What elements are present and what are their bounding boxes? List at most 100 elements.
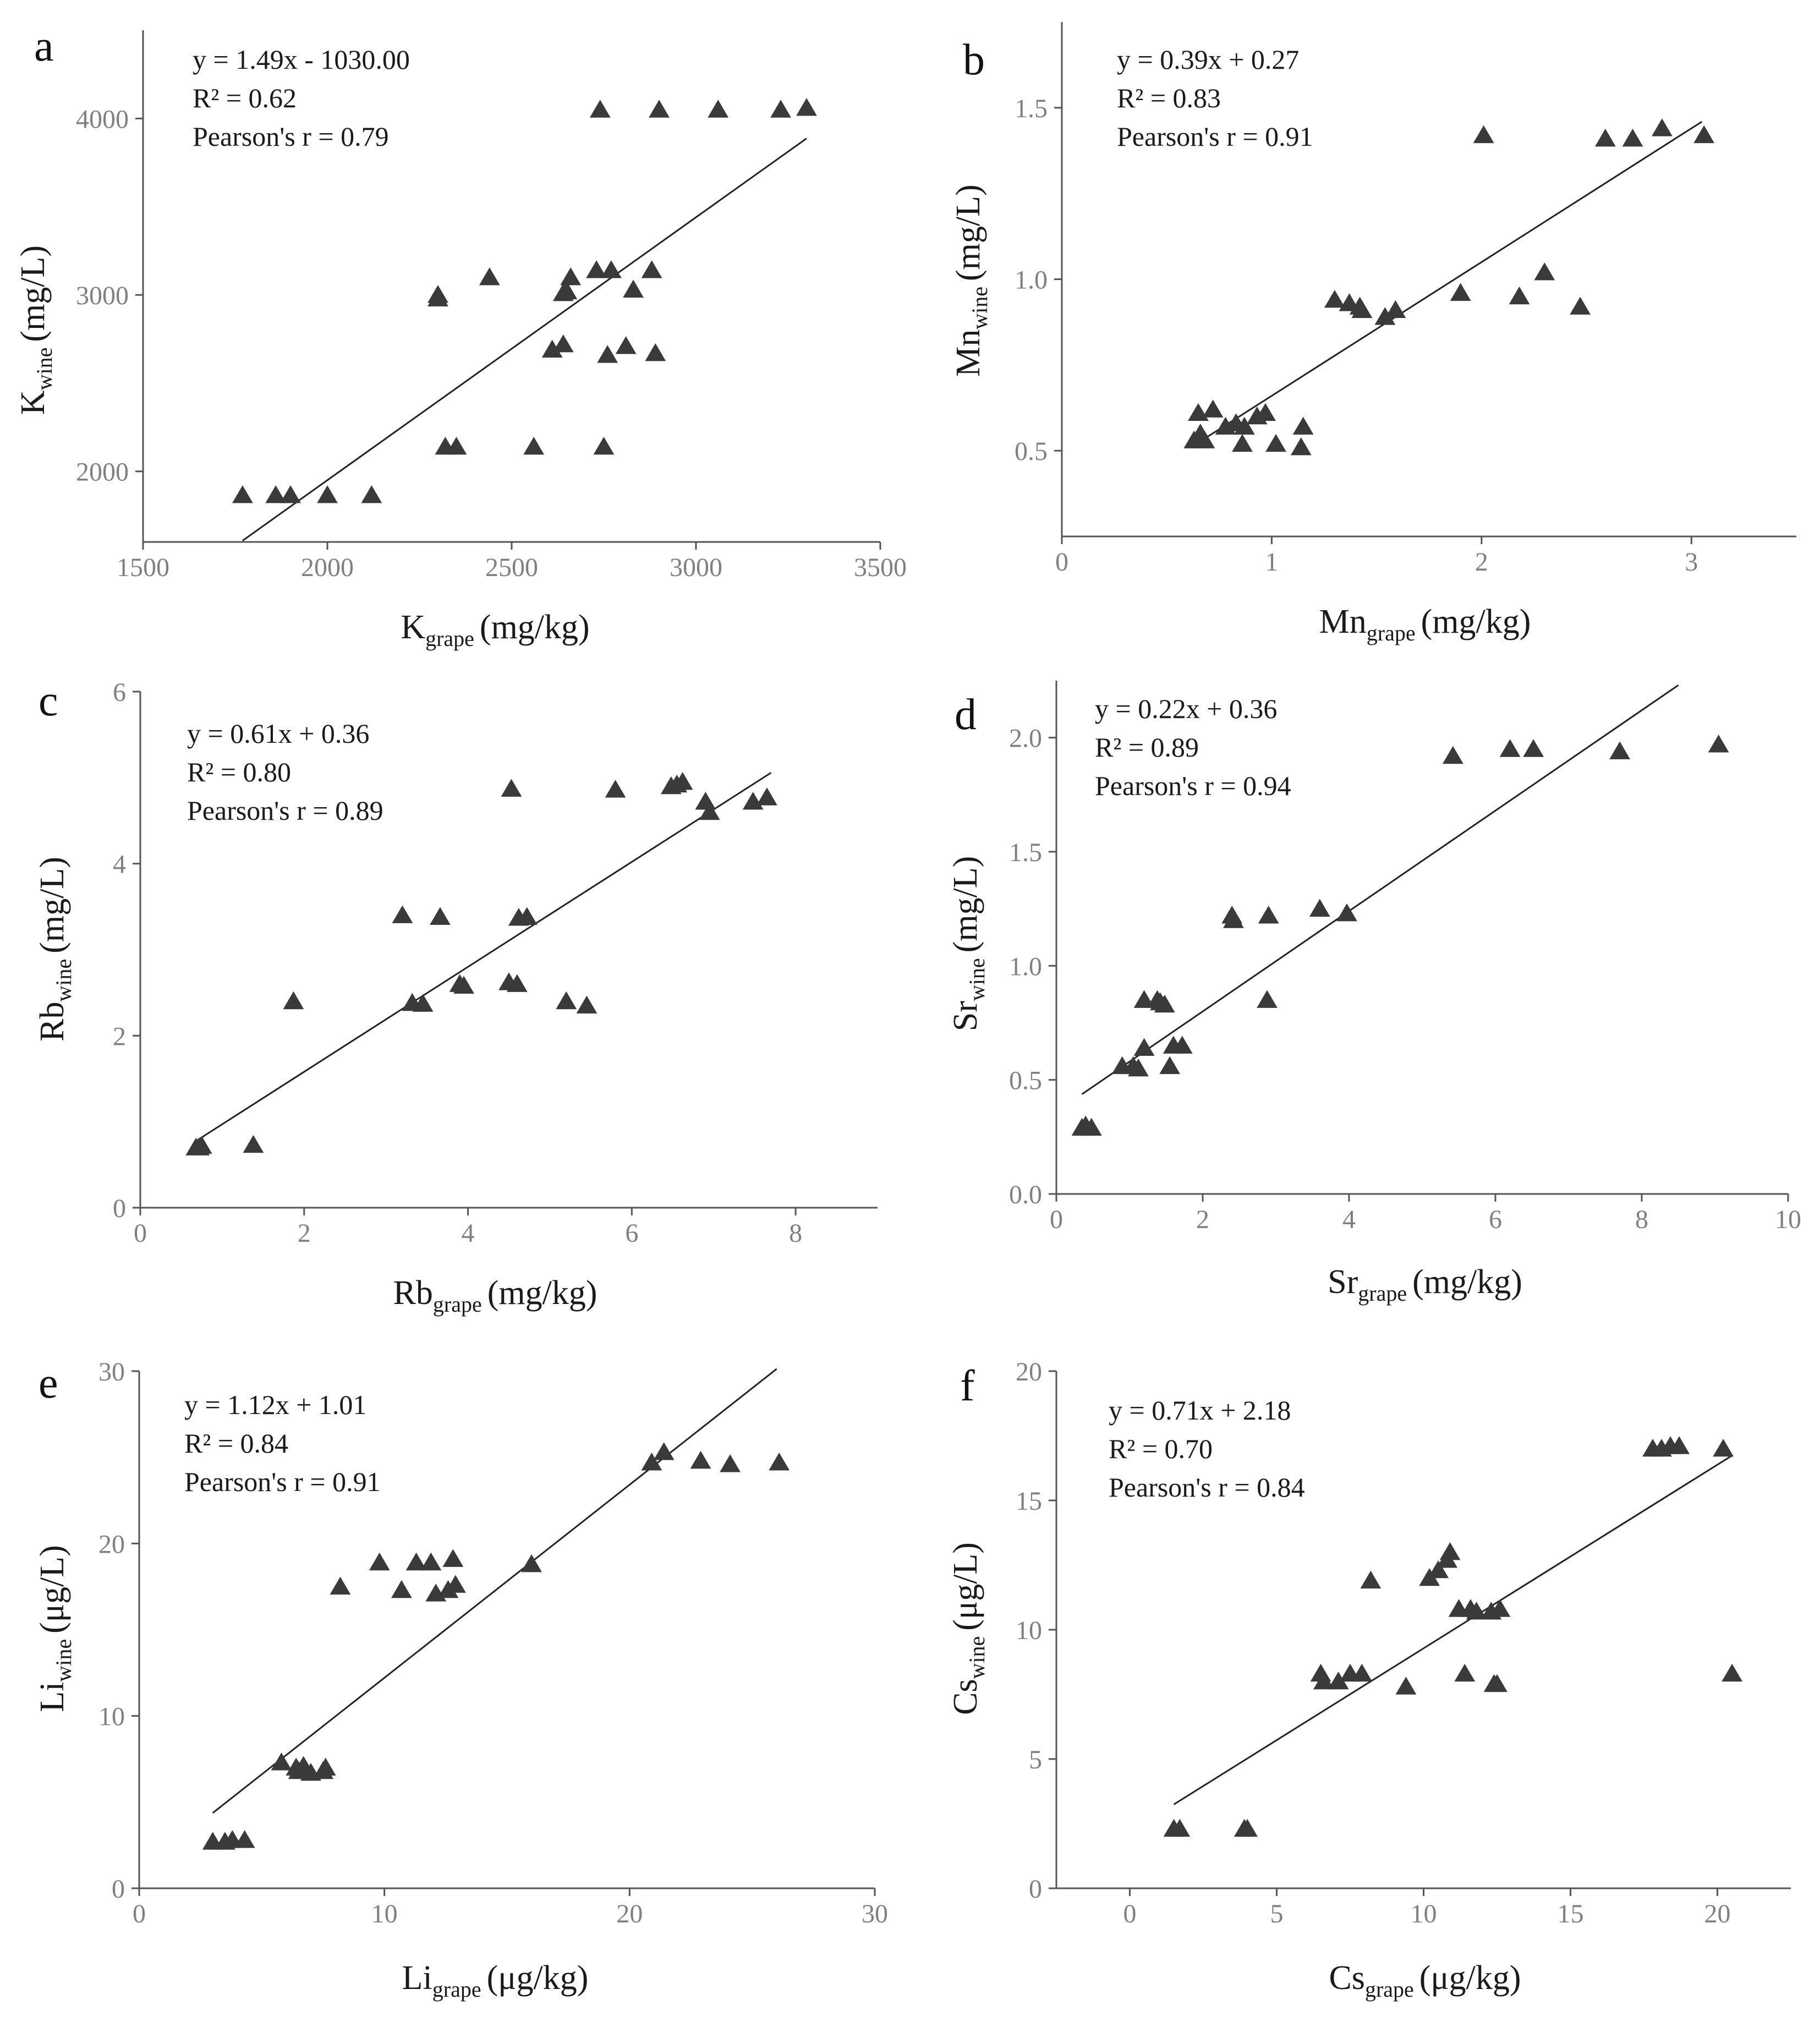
data-point <box>442 1549 464 1567</box>
x-axis-title-sub: grape <box>1367 621 1416 645</box>
x-tick-label: 6 <box>625 1219 638 1248</box>
data-point <box>1223 910 1244 928</box>
y-axis-title-main: Rb <box>34 1002 71 1042</box>
y-tick-label: 6 <box>113 678 126 707</box>
x-axis-title-main: Sr <box>1328 1263 1358 1301</box>
y-tick-label: 1.5 <box>1015 94 1048 123</box>
y-tick-label: 0 <box>1029 1875 1042 1904</box>
data-point <box>1509 286 1530 305</box>
data-point <box>1713 1439 1734 1457</box>
data-point <box>283 991 304 1010</box>
x-axis-title-sub: grape <box>1358 1281 1407 1306</box>
data-point <box>1693 125 1715 144</box>
data-point <box>615 336 637 354</box>
data-point <box>523 436 545 455</box>
equation-text: y = 0.39x + 0.27 <box>1117 44 1299 75</box>
x-tick-label: 2000 <box>301 553 354 582</box>
data-point <box>1169 1818 1191 1837</box>
x-tick-label: 5 <box>1270 1899 1284 1928</box>
data-point <box>708 100 729 118</box>
data-point <box>1570 297 1591 315</box>
data-point <box>501 779 522 797</box>
x-tick-label: 0 <box>1050 1205 1063 1234</box>
equation-text: y = 0.61x + 0.36 <box>187 718 369 749</box>
data-point <box>796 98 817 116</box>
data-point <box>412 994 434 1012</box>
regression-line <box>242 138 807 541</box>
data-point <box>1722 1663 1743 1682</box>
x-axis-title: Kgrape (mg/kg) <box>401 609 589 651</box>
data-point <box>1489 1599 1511 1617</box>
y-axis-title-main: Li <box>34 1682 71 1712</box>
data-point <box>593 436 615 455</box>
data-point <box>361 485 382 503</box>
x-tick-label: 2 <box>1196 1205 1209 1234</box>
data-point <box>1439 1542 1461 1560</box>
data-point <box>516 907 538 925</box>
x-axis-title: Rbgrape (mg/kg) <box>393 1274 597 1317</box>
y-axis-title-unit: (mg/L) <box>947 856 984 953</box>
y-tick-label: 2000 <box>76 458 129 487</box>
data-point <box>1450 283 1471 301</box>
y-axis-title-main: Cs <box>947 1679 984 1714</box>
data-point <box>1133 990 1155 1008</box>
x-axis-title-main: K <box>401 609 425 646</box>
data-point <box>427 285 448 303</box>
y-axis-title-main: Sr <box>947 1001 984 1031</box>
y-axis-title: Rbwine (mg/L) <box>34 857 76 1042</box>
y-tick-label: 15 <box>1016 1487 1042 1516</box>
x-axis-title-sub: grape <box>1365 1977 1414 2002</box>
data-point <box>1336 903 1357 922</box>
data-point <box>1171 1035 1193 1054</box>
data-point <box>1194 430 1215 448</box>
data-point <box>556 281 578 300</box>
data-point <box>756 787 777 805</box>
x-tick-label: 1500 <box>117 553 169 582</box>
y-axis-title-unit: (μg/L) <box>947 1542 984 1631</box>
y-axis-title-main: Mn <box>950 330 987 377</box>
data-point <box>1290 437 1312 456</box>
y-axis-title: Mnwine (mg/L) <box>950 184 992 377</box>
y-tick-label: 0.0 <box>1009 1180 1042 1209</box>
data-point <box>391 1580 412 1598</box>
data-point <box>769 1453 790 1471</box>
data-point <box>506 974 528 992</box>
y-axis-title: Kwine (mg/L) <box>14 245 57 415</box>
pearson-r-text: Pearson's r = 0.91 <box>184 1466 381 1497</box>
panel-b: b y = 0.39x + 0.27 R² = 0.83 Pearson's r… <box>950 22 1796 645</box>
data-point <box>369 1552 390 1571</box>
x-tick-label: 10 <box>1775 1205 1801 1234</box>
x-tick-label: 20 <box>616 1899 643 1928</box>
data-point <box>1651 118 1673 136</box>
x-axis-title-main: Rb <box>393 1274 433 1312</box>
y-tick-label: 2 <box>113 1022 126 1051</box>
data-point <box>1360 1570 1382 1589</box>
y-axis-title-sub: wine <box>964 958 989 1001</box>
panel-c: c y = 0.61x + 0.36 R² = 0.80 Pearson's r… <box>34 677 878 1317</box>
data-point <box>330 1576 351 1595</box>
x-axis-title: Mngrape (mg/kg) <box>1319 603 1531 645</box>
data-point <box>1499 739 1521 757</box>
data-point <box>1324 289 1345 308</box>
data-point <box>1258 906 1279 924</box>
data-point <box>317 485 338 503</box>
data-point <box>601 260 622 278</box>
y-tick-label: 1.0 <box>1015 266 1048 295</box>
data-point <box>1473 125 1494 144</box>
x-tick-label: 10 <box>1411 1899 1437 1928</box>
data-point <box>1395 1676 1417 1695</box>
data-point <box>605 780 626 798</box>
y-tick-label: 3000 <box>76 281 129 310</box>
pearson-r-text: Pearson's r = 0.79 <box>193 121 389 152</box>
regression-line <box>1198 120 1703 443</box>
data-point <box>672 772 693 790</box>
y-axis-title-sub: wine <box>967 287 992 330</box>
y-tick-label: 4 <box>113 850 126 879</box>
data-point <box>521 1554 542 1572</box>
data-point <box>191 1136 212 1154</box>
data-point <box>653 1442 675 1460</box>
y-axis-title-main: K <box>14 390 52 415</box>
x-tick-label: 2500 <box>485 553 538 582</box>
data-point <box>641 260 662 278</box>
